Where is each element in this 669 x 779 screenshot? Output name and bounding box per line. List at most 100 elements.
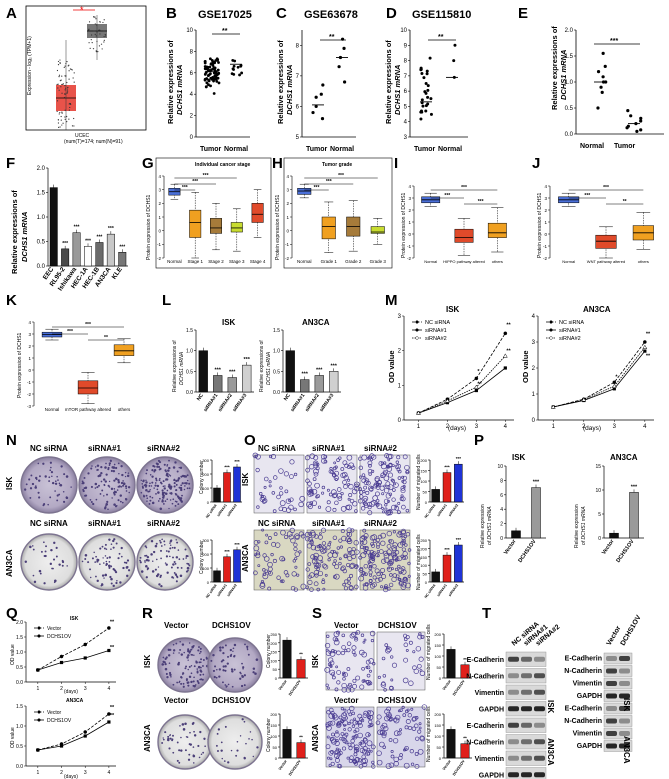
colony-dot [104,466,107,469]
microscope-field [359,529,411,591]
migrated-cell [334,478,338,482]
data-point [211,61,215,65]
colony-dot [43,582,46,585]
data-point [429,97,433,101]
migrated-cell [386,530,393,537]
colony-dot [161,489,164,492]
migrated-cell [405,470,410,475]
blot-band [521,656,532,662]
colony-dot [51,475,53,478]
y-tick-label: 300 [202,458,209,463]
colony-dot [114,505,117,508]
migrated-cell [368,710,374,717]
x-tick-label: Vector [601,538,616,556]
x-tick-label: 1 [36,770,39,776]
y-tick-label: 1.5 [186,328,193,334]
colony-dot [194,684,197,686]
tumor-point [73,72,75,74]
y-tick-label: 3 [404,135,408,141]
colony-dot [126,474,130,478]
tumor-point [72,77,74,79]
colony-dot [104,555,107,557]
y-axis-label-an3ca: Colony number [199,540,205,574]
colony-dot [193,676,195,679]
y-tick-label: 0 [425,580,428,585]
colony-dot [155,479,158,482]
data-point [319,92,323,96]
blot-band [606,743,617,749]
colony-dot [221,646,224,649]
data-point [429,112,433,116]
tumor-point [68,109,70,111]
colony-dot [166,571,169,574]
migrated-cell [259,581,266,587]
colony-dot [158,497,161,500]
blot-strip [603,677,633,690]
panel-g: G Individual cancer stage Protein expres… [142,155,272,269]
tumor-point [61,92,63,94]
migrated-cell [386,646,390,650]
migrated-cell [391,497,396,502]
migrated-cell [376,554,380,558]
y-tick-label: -2 [285,256,289,261]
migrated-cell [392,573,398,578]
bar [118,252,127,267]
migrated-cell [315,495,319,499]
bar [296,742,306,759]
panel-h: H Tumor grade Protein expression of DCHS… [272,155,393,269]
colony-dot [125,490,128,492]
x-axis-label: (days) [448,425,466,432]
migrated-cell [387,553,391,556]
migrated-cell [355,564,359,568]
legend-label: NC siRNA [559,320,584,326]
field-label-nc-an3ca: NC siRNA [258,519,296,528]
tumor-point [65,62,67,65]
migrated-cell [404,709,409,714]
migrated-cell [393,482,397,486]
colony-dot [105,548,108,550]
y-tick-label: 2 [398,349,402,355]
sig-stars: *** [610,38,618,45]
colony-dot [96,560,99,563]
migrated-cell [381,733,387,739]
colony-dot [93,551,95,554]
migrated-cell [393,482,399,488]
colony-dot [171,502,174,505]
migrated-cell [392,530,396,534]
colony-dot [185,736,188,738]
y-tick-label: -1 [27,380,31,385]
colony-dot [145,479,147,482]
data-point [629,114,633,118]
colony-dot [185,678,189,681]
migrated-cell [330,720,336,726]
tumor-point [58,74,61,76]
colony-dot [193,734,197,737]
colony-dot [158,468,161,471]
migrated-cell [409,748,414,754]
migrated-cell [335,730,339,734]
normal-point [103,41,105,43]
colony-dot [220,749,223,752]
bar [609,532,619,539]
migrated-cell [321,458,327,464]
migrated-cell [345,687,352,693]
x-tick-label: 4 [108,770,111,776]
colony-dot [37,491,40,494]
culture-dish [207,714,263,770]
migrated-cell [335,758,340,763]
colony-dot [47,503,49,506]
colony-dot [241,675,244,678]
tumor-point [62,122,64,124]
migrated-cell [377,675,381,679]
y-tick-label: 2.0 [16,620,23,626]
migrated-cell [402,713,407,717]
data-point [83,730,88,734]
culture-dish [20,456,78,514]
migrated-cell [306,543,312,549]
migrated-cell [358,465,364,471]
legend-marker [415,320,419,324]
sig-stars: *** [456,537,462,542]
migrated-cell [365,665,369,669]
data-point [212,92,216,95]
migrated-cell [362,746,368,752]
